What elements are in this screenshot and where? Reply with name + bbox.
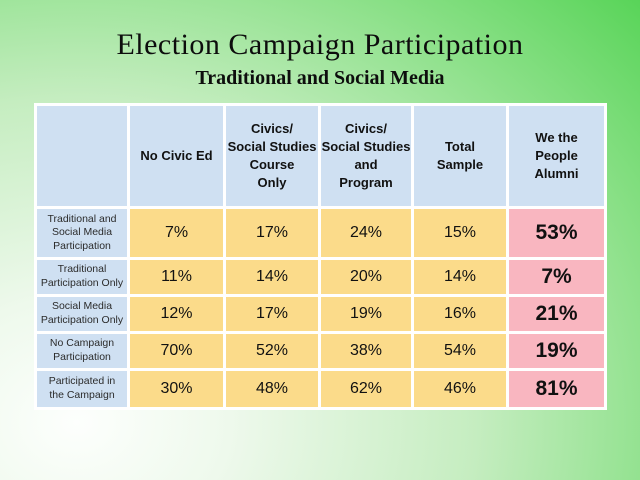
column-header-no-civic-ed: No Civic Ed	[130, 106, 223, 206]
row-label: Traditional Participation Only	[37, 260, 127, 294]
data-cell: 38%	[321, 334, 411, 368]
corner-cell	[37, 106, 127, 206]
data-cell: 16%	[414, 297, 506, 331]
alumni-data-cell: 21%	[509, 297, 604, 331]
data-cell: 70%	[130, 334, 223, 368]
data-cell: 11%	[130, 260, 223, 294]
data-cell: 17%	[226, 297, 318, 331]
data-cell: 24%	[321, 209, 411, 257]
table-row: No Campaign Participation 70% 52% 38% 54…	[37, 334, 604, 368]
data-cell: 7%	[130, 209, 223, 257]
alumni-data-cell: 81%	[509, 371, 604, 407]
slide-title: Election Campaign Participation	[116, 28, 524, 61]
alumni-data-cell: 19%	[509, 334, 604, 368]
table-row: Social Media Participation Only 12% 17% …	[37, 297, 604, 331]
data-cell: 14%	[414, 260, 506, 294]
data-cell: 30%	[130, 371, 223, 407]
data-cell: 14%	[226, 260, 318, 294]
alumni-data-cell: 7%	[509, 260, 604, 294]
data-cell: 12%	[130, 297, 223, 331]
row-label: Participated in the Campaign	[37, 371, 127, 407]
data-cell: 20%	[321, 260, 411, 294]
row-label: No Campaign Participation	[37, 334, 127, 368]
table-row: Traditional Participation Only 11% 14% 2…	[37, 260, 604, 294]
data-cell: 48%	[226, 371, 318, 407]
column-header-course-only: Civics/ Social Studies Course Only	[226, 106, 318, 206]
data-cell: 15%	[414, 209, 506, 257]
participation-table: No Civic Ed Civics/ Social Studies Cours…	[34, 103, 607, 410]
column-header-and-program: Civics/ Social Studies and Program	[321, 106, 411, 206]
data-cell: 54%	[414, 334, 506, 368]
data-cell: 46%	[414, 371, 506, 407]
table-row: Traditional and Social Media Participati…	[37, 209, 604, 257]
row-label: Social Media Participation Only	[37, 297, 127, 331]
title-block: Election Campaign Participation Traditio…	[0, 28, 640, 90]
data-cell: 19%	[321, 297, 411, 331]
data-cell: 52%	[226, 334, 318, 368]
alumni-data-cell: 53%	[509, 209, 604, 257]
data-cell: 62%	[321, 371, 411, 407]
slide-subtitle: Traditional and Social Media	[195, 67, 445, 89]
table-row: Participated in the Campaign 30% 48% 62%…	[37, 371, 604, 407]
column-header-total-sample: Total Sample	[414, 106, 506, 206]
row-label: Traditional and Social Media Participati…	[37, 209, 127, 257]
data-cell: 17%	[226, 209, 318, 257]
column-header-we-the-people-alumni: We the People Alumni	[509, 106, 604, 206]
table-header-row: No Civic Ed Civics/ Social Studies Cours…	[37, 106, 604, 206]
